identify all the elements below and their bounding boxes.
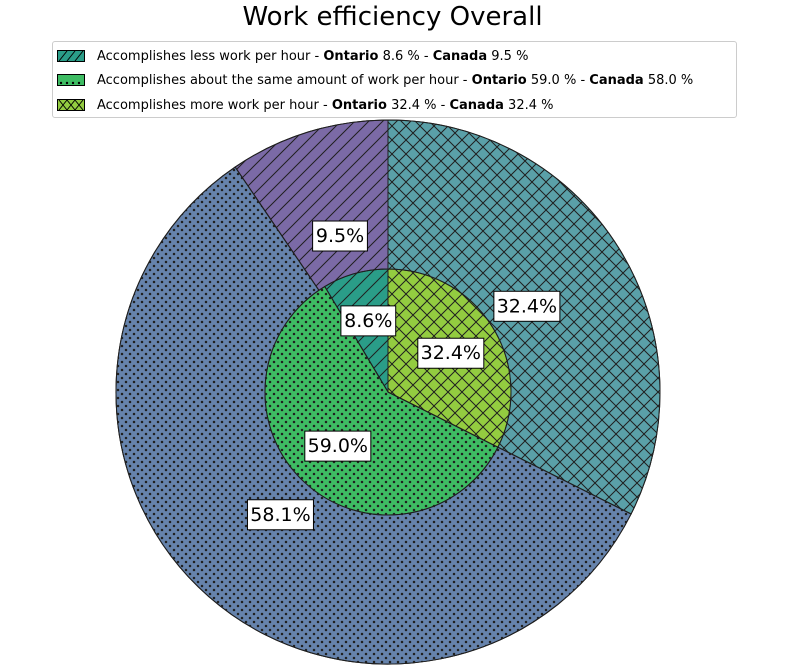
legend-label-more-work: Accomplishes more work per hour xyxy=(97,97,319,113)
inner-label-box-more-work xyxy=(417,337,485,369)
legend: Accomplishes less work per hour - Ontari… xyxy=(52,41,737,118)
inner-label-box-less-work xyxy=(340,305,397,337)
legend-swatch-less-work xyxy=(57,50,85,62)
legend-item-same-work: Accomplishes about the same amount of wo… xyxy=(57,70,693,90)
outer-label-box-same-work xyxy=(246,499,314,531)
legend-value1-less-work: 8.6 % xyxy=(382,48,420,64)
legend-region2-less-work: Canada xyxy=(432,48,488,64)
outer-label-text-same-work: 58.1% xyxy=(250,504,310,526)
legend-swatch-same-work xyxy=(57,74,85,86)
legend-region2-same-work: Canada xyxy=(589,72,644,88)
inner-label-text-less-work: 8.6% xyxy=(344,310,392,332)
legend-region1-less-work: Ontario xyxy=(323,48,379,64)
legend-value1-more-work: 32.4 % xyxy=(391,97,437,113)
legend-region2-more-work: Canada xyxy=(449,97,504,113)
legend-region1-more-work: Ontario xyxy=(331,97,387,113)
legend-value2-more-work: 32.4 % xyxy=(508,97,554,113)
outer-label-same-work: 58.1% xyxy=(246,499,314,531)
outer-label-text-less-work: 9.5% xyxy=(316,225,364,247)
outer-label-more-work: 32.4% xyxy=(493,290,561,322)
inner-label-text-more-work: 32.4% xyxy=(421,342,481,364)
slice-labels: 8.6% 59.0% 32.4% 9.5% 58.1% 32.4% xyxy=(246,220,561,531)
chart-title: Work efficiency Overall xyxy=(242,2,543,32)
legend-label-same-work: Accomplishes about the same amount of wo… xyxy=(97,72,459,88)
legend-item-less-work: Accomplishes less work per hour - Ontari… xyxy=(57,46,528,66)
outer-label-text-more-work: 32.4% xyxy=(497,295,557,317)
outer-label-box-less-work xyxy=(312,220,368,252)
inner-label-same-work: 59.0% xyxy=(304,430,372,462)
legend-value2-less-work: 9.5 % xyxy=(491,48,529,64)
legend-value1-same-work: 59.0 % xyxy=(530,72,577,88)
legend-item-more-work: Accomplishes more work per hour - Ontari… xyxy=(57,95,553,115)
inner-label-more-work: 32.4% xyxy=(417,337,485,369)
inner-label-text-same-work: 59.0% xyxy=(308,435,368,457)
outer-label-box-more-work xyxy=(493,290,561,322)
legend-region1-same-work: Ontario xyxy=(471,72,527,88)
outer-label-less-work: 9.5% xyxy=(312,220,368,252)
legend-value2-same-work: 58.0 % xyxy=(647,72,694,88)
legend-label-less-work: Accomplishes less work per hour xyxy=(97,48,311,64)
legend-swatch-more-work xyxy=(57,99,85,111)
inner-label-box-same-work xyxy=(304,430,372,462)
inner-label-less-work: 8.6% xyxy=(340,305,397,337)
